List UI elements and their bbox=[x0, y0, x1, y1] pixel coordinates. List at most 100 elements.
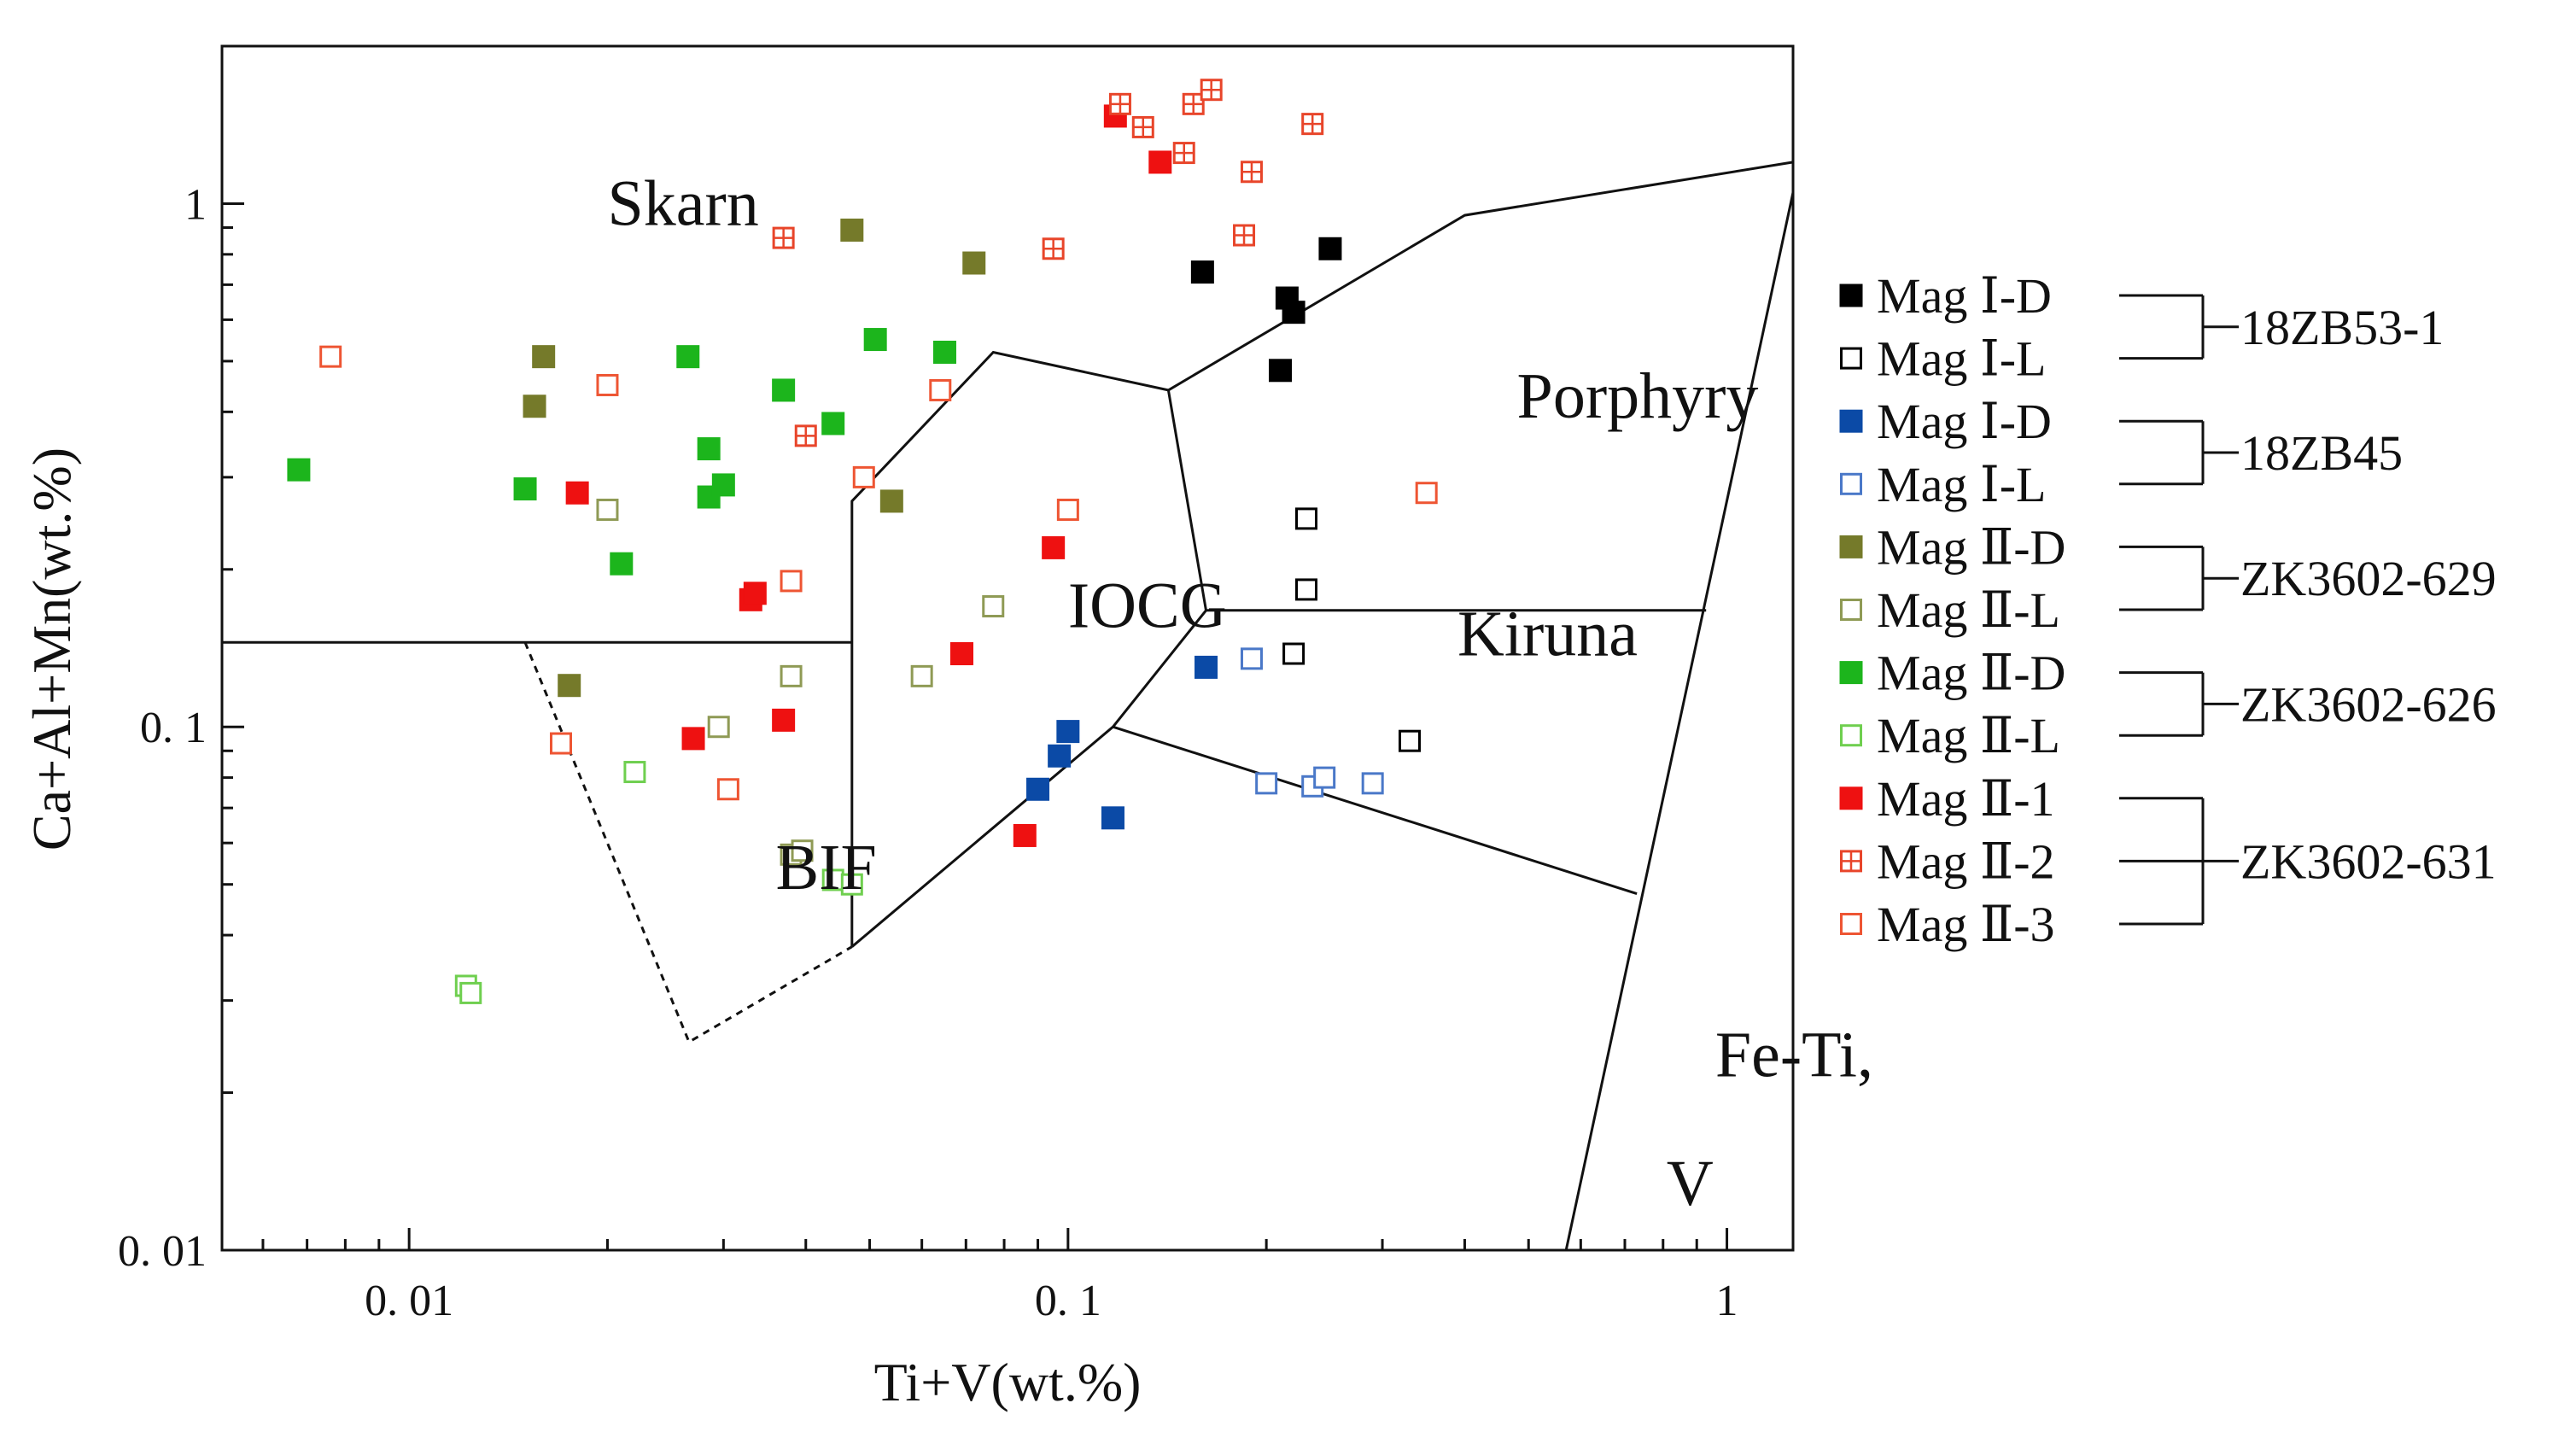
point-s8-6 bbox=[1013, 823, 1037, 847]
point-s4-3-shape bbox=[840, 218, 864, 242]
legend-marker-9 bbox=[1840, 850, 1862, 873]
point-s2-2 bbox=[1056, 720, 1080, 744]
point-s10-4-shape bbox=[780, 570, 803, 593]
point-s1-1-shape bbox=[1294, 578, 1317, 601]
point-s6-0-shape bbox=[287, 458, 311, 482]
legend-marker-6-shape bbox=[1839, 661, 1863, 685]
point-s9-6 bbox=[1182, 92, 1205, 115]
point-s5-0-shape bbox=[596, 498, 619, 521]
y-axis-title: Ca+Al+Mn(wt.%) bbox=[21, 447, 82, 851]
point-s9-8 bbox=[1233, 224, 1256, 247]
legend-label-1: Mag Ⅰ-L bbox=[1877, 331, 2046, 387]
point-s0-0 bbox=[1190, 260, 1214, 284]
legend-marker-7 bbox=[1840, 724, 1862, 747]
point-s9-5 bbox=[1172, 142, 1195, 165]
field-boundary-6 bbox=[523, 641, 853, 1044]
point-s2-3 bbox=[1101, 806, 1124, 830]
point-s6-5 bbox=[697, 485, 721, 509]
point-s1-1 bbox=[1294, 578, 1317, 601]
legend-marker-7-shape bbox=[1840, 724, 1862, 747]
point-s4-0-shape bbox=[523, 395, 546, 418]
point-s4-1 bbox=[532, 345, 556, 369]
point-s1-3-shape bbox=[1398, 729, 1421, 752]
point-s2-0 bbox=[1026, 777, 1050, 801]
legend-marker-6 bbox=[1839, 661, 1863, 685]
point-s6-7-shape bbox=[772, 378, 796, 402]
point-s7-4 bbox=[840, 873, 863, 896]
point-s3-4 bbox=[1361, 772, 1384, 795]
point-s5-0 bbox=[596, 498, 619, 521]
point-s9-0 bbox=[772, 226, 795, 249]
legend: Mag Ⅰ-D Mag Ⅰ-L Mag Ⅰ-D Mag Ⅰ-L Mag Ⅱ-D Mag Ⅱ… bbox=[1839, 268, 2497, 952]
point-s10-1 bbox=[549, 732, 572, 755]
point-s6-7 bbox=[772, 378, 796, 402]
field-label-3: Kiruna bbox=[1457, 598, 1638, 669]
point-s9-3 bbox=[1108, 92, 1131, 115]
point-s5-1-shape bbox=[707, 716, 730, 739]
legend-marker-3 bbox=[1840, 472, 1862, 495]
point-s10-6 bbox=[929, 378, 952, 401]
point-s1-0 bbox=[1282, 642, 1306, 665]
field-boundaries bbox=[222, 161, 1795, 1251]
point-s6-8 bbox=[821, 412, 845, 436]
point-s5-3-shape bbox=[780, 664, 803, 687]
field-label-2: IOCG bbox=[1068, 570, 1227, 642]
point-s1-3 bbox=[1398, 729, 1421, 752]
point-s2-0-shape bbox=[1026, 777, 1050, 801]
point-s0-4-shape bbox=[1318, 237, 1342, 260]
point-s6-2 bbox=[610, 552, 634, 576]
point-s4-4-shape bbox=[879, 489, 903, 513]
plot-frame bbox=[220, 44, 1795, 1252]
legend-label-10: Mag Ⅱ-3 bbox=[1877, 897, 2055, 952]
legend-label-8: Mag Ⅱ-1 bbox=[1877, 771, 2055, 827]
legend-marker-3-shape bbox=[1840, 472, 1862, 495]
point-s10-5 bbox=[852, 465, 875, 488]
point-s6-4-shape bbox=[697, 437, 721, 461]
legend-sample-label-4: ZK3602-631 bbox=[2240, 833, 2497, 889]
legend-label-0: Mag Ⅰ-D bbox=[1877, 268, 2052, 324]
point-s6-6 bbox=[711, 473, 735, 497]
legend-marker-1 bbox=[1840, 347, 1862, 370]
point-s8-5 bbox=[949, 642, 973, 666]
point-s5-4 bbox=[791, 839, 814, 862]
point-s10-2 bbox=[596, 373, 619, 396]
legend-marker-0-shape bbox=[1839, 284, 1863, 307]
point-s5-6 bbox=[982, 595, 1005, 618]
legend-marker-4-shape bbox=[1839, 535, 1863, 558]
x-tick-label-1: 0. 1 bbox=[1035, 1277, 1101, 1325]
point-s0-0-shape bbox=[1190, 260, 1214, 284]
point-s1-0-shape bbox=[1282, 642, 1306, 665]
point-s7-1 bbox=[459, 981, 482, 1004]
legend-label-2: Mag Ⅰ-D bbox=[1877, 394, 2052, 449]
point-s8-6-shape bbox=[1013, 823, 1037, 847]
point-s9-1 bbox=[794, 424, 817, 447]
point-s0-3 bbox=[1282, 301, 1306, 324]
point-s6-10-shape bbox=[932, 340, 956, 364]
field-label-4: BIF bbox=[775, 832, 876, 903]
legend-marker-10-shape bbox=[1840, 913, 1862, 935]
legend-marker-10 bbox=[1840, 913, 1862, 935]
y-tick-label-0: 0. 01 bbox=[118, 1227, 207, 1276]
point-s6-8-shape bbox=[821, 412, 845, 436]
point-s9-10 bbox=[1301, 113, 1324, 136]
legend-marker-5 bbox=[1840, 599, 1862, 621]
point-s0-1-shape bbox=[1269, 359, 1293, 383]
point-s4-5-shape bbox=[962, 251, 986, 275]
point-s0-3-shape bbox=[1282, 301, 1306, 324]
legend-marker-8 bbox=[1839, 786, 1863, 810]
point-s9-4 bbox=[1131, 115, 1154, 138]
point-s10-7-shape bbox=[1056, 498, 1079, 521]
legend-marker-1-shape bbox=[1840, 347, 1862, 370]
point-s3-1 bbox=[1255, 772, 1278, 795]
point-s10-0 bbox=[319, 345, 342, 368]
point-s8-7 bbox=[1042, 535, 1066, 559]
point-s8-9-shape bbox=[1148, 150, 1172, 174]
point-s10-0-shape bbox=[319, 345, 342, 368]
point-s6-9-shape bbox=[863, 328, 887, 352]
point-s4-2-shape bbox=[558, 674, 581, 698]
point-s10-8 bbox=[1415, 482, 1438, 505]
point-s6-9 bbox=[863, 328, 887, 352]
legend-sample-label-0: 18ZB53-1 bbox=[2240, 300, 2444, 355]
point-s5-4-shape bbox=[791, 839, 814, 862]
point-s4-3 bbox=[840, 218, 864, 242]
